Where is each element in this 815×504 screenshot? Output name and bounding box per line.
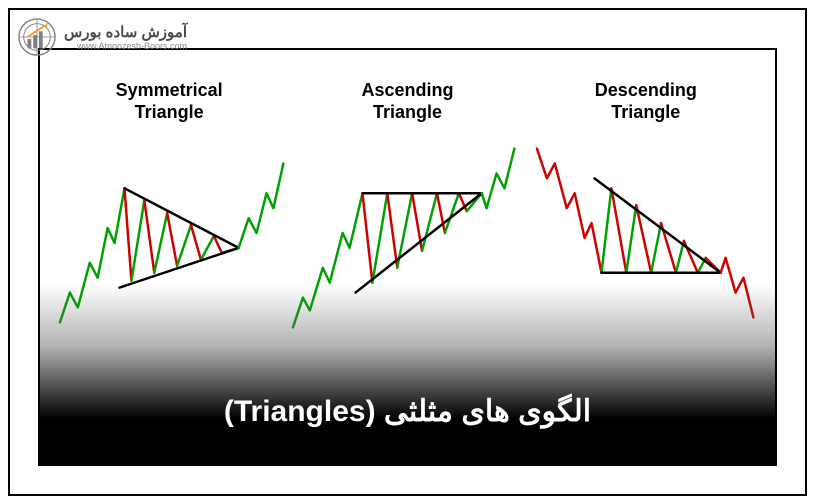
symmetrical-title: Symmetrical Triangle bbox=[50, 80, 288, 123]
title-line1: Symmetrical bbox=[116, 80, 223, 100]
ascending-title: Ascending Triangle bbox=[288, 80, 526, 123]
title-line1: Ascending bbox=[361, 80, 453, 100]
logo-title: آموزش ساده بورس bbox=[64, 23, 187, 41]
logo: آموزش ساده بورس www.Amoozesh-Boors.com bbox=[18, 18, 187, 56]
bottom-title: الگوی های مثلثی (Triangles) bbox=[40, 394, 775, 429]
title-line2: Triangle bbox=[135, 102, 204, 122]
title-line2: Triangle bbox=[611, 102, 680, 122]
logo-url: www.Amoozesh-Boors.com bbox=[64, 41, 187, 51]
descending-title: Descending Triangle bbox=[527, 80, 765, 123]
content-frame: Symmetrical Triangle Ascending Triangle … bbox=[38, 48, 777, 466]
title-line1: Descending bbox=[595, 80, 697, 100]
gradient-overlay bbox=[40, 284, 775, 464]
title-line2: Triangle bbox=[373, 102, 442, 122]
logo-icon bbox=[18, 18, 56, 56]
